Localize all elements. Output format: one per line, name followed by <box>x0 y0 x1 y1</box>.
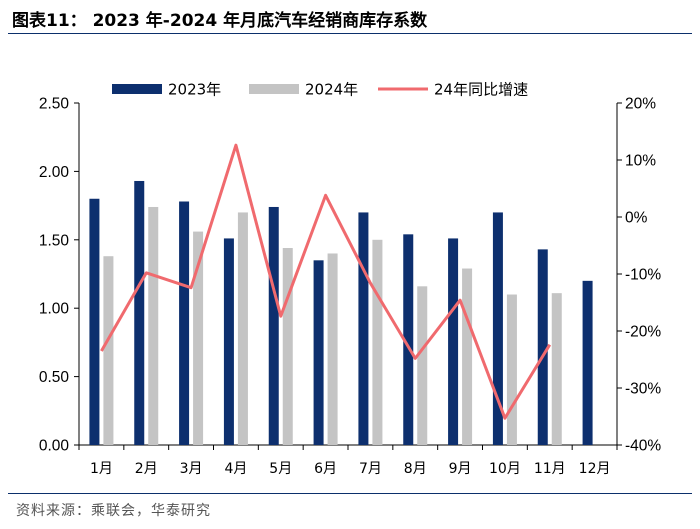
legend-label: 2023年 <box>168 81 221 99</box>
bar-2024 <box>372 239 383 445</box>
bar-2024 <box>193 231 204 445</box>
x-tick-label: 8月 <box>404 461 427 477</box>
x-tick-label: 6月 <box>314 461 337 477</box>
legend-swatch <box>249 84 299 94</box>
left-tick-label: 2.50 <box>39 96 70 113</box>
bar-2023 <box>492 212 503 445</box>
x-tick-label: 3月 <box>180 461 203 477</box>
title-divider <box>8 33 692 34</box>
bar-2024 <box>506 294 517 445</box>
bar-2023 <box>268 206 279 445</box>
x-tick-label: 12月 <box>579 461 611 477</box>
bar-2023 <box>358 212 369 445</box>
right-tick-label: 10% <box>625 153 656 170</box>
left-tick-label: 0.50 <box>39 369 70 386</box>
x-tick-label: 11月 <box>534 461 566 477</box>
source-divider <box>8 493 692 494</box>
bar-2023 <box>313 260 324 445</box>
right-tick-label: -40% <box>625 438 661 455</box>
right-tick-label: -20% <box>625 324 661 341</box>
source-note: 资料来源：乘联会，华泰研究 <box>16 503 211 519</box>
bar-2024 <box>282 248 293 445</box>
bar-2023 <box>448 238 459 445</box>
chart-title: 图表11： 2023 年-2024 年月底汽车经销商库存系数 <box>12 11 428 31</box>
bar-2023 <box>582 280 593 445</box>
bar-2024 <box>148 206 159 445</box>
left-tick-label: 2.00 <box>39 164 70 181</box>
x-tick-label: 10月 <box>489 461 521 477</box>
x-tick-label: 4月 <box>224 461 247 477</box>
right-tick-label: -30% <box>625 381 661 398</box>
x-tick-label: 2月 <box>135 461 158 477</box>
bar-2024 <box>237 212 248 445</box>
bar-2023 <box>134 180 145 445</box>
right-tick-label: 20% <box>625 96 656 113</box>
left-tick-label: 0.00 <box>39 438 70 455</box>
right-tick-label: -10% <box>625 267 661 284</box>
bar-2023 <box>179 201 190 445</box>
left-tick-label: 1.50 <box>39 232 70 249</box>
x-tick-label: 9月 <box>449 461 472 477</box>
legend-swatch <box>112 84 162 94</box>
left-tick-label: 1.00 <box>39 301 70 318</box>
x-tick-label: 5月 <box>269 461 292 477</box>
x-tick-label: 1月 <box>90 461 113 477</box>
bar-2024 <box>103 256 114 445</box>
line-yoy-growth <box>100 143 552 420</box>
bar-2023 <box>537 249 548 445</box>
bar-2024 <box>327 253 338 445</box>
bar-2023 <box>403 234 414 445</box>
bar-2023 <box>89 198 100 445</box>
bar-2024 <box>551 293 562 445</box>
chart: 0.00 0.50 1.00 1.50 2.00 2.50 -40% -30% -20% -10%… <box>39 81 662 478</box>
right-tick-label: 0% <box>625 210 648 227</box>
legend-label: 2024年 <box>305 81 358 99</box>
bar-2023 <box>223 238 234 445</box>
x-tick-label: 7月 <box>359 461 382 477</box>
bar-2024 <box>417 286 428 445</box>
bar-2024 <box>462 268 473 445</box>
legend-label: 24年同比增速 <box>434 81 528 99</box>
